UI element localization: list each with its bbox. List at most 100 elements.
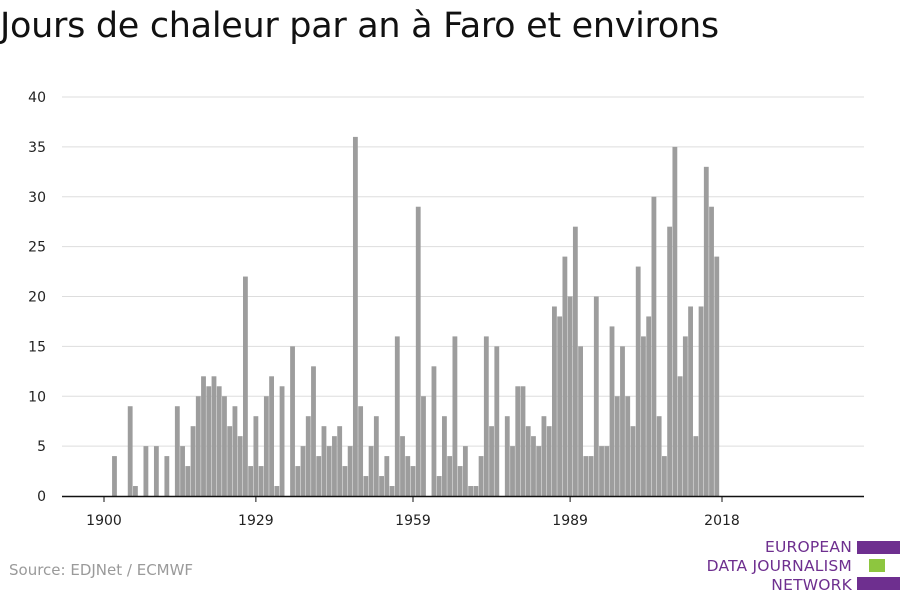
bar (253, 416, 259, 496)
logo-line-network: NETWORK (771, 576, 852, 594)
bar (672, 146, 678, 496)
bar (326, 446, 332, 496)
bar (483, 336, 489, 496)
y-tick-label: 30 (28, 190, 46, 206)
bar (263, 396, 269, 496)
bar (180, 446, 185, 496)
bar (206, 386, 212, 496)
bar (415, 206, 421, 496)
bar (237, 436, 243, 496)
bar (295, 466, 301, 496)
bar (546, 426, 552, 496)
bar (714, 256, 720, 496)
bar (216, 386, 222, 496)
bar (311, 366, 316, 496)
bar (316, 456, 322, 496)
bar (384, 456, 390, 496)
bar (248, 466, 254, 496)
bar (557, 316, 563, 496)
bar (646, 316, 652, 496)
bar (468, 486, 474, 496)
bar (305, 416, 311, 496)
bar (431, 366, 437, 496)
bar (300, 446, 306, 496)
logo-line-data-journalism: DATA JOURNALISM (706, 557, 852, 575)
bar (368, 446, 374, 496)
bar (489, 426, 494, 496)
logo-line-european: EUROPEAN (764, 538, 852, 556)
bar (337, 426, 343, 496)
bar (462, 446, 468, 496)
bar (342, 466, 348, 496)
y-axis-ticks: 0 5 10 15 20 25 30 35 40 (28, 90, 46, 505)
x-tick-label: 1989 (552, 513, 588, 529)
bar (352, 136, 358, 496)
bar (164, 456, 170, 496)
bar (651, 196, 657, 496)
bar (620, 346, 625, 496)
bar (593, 296, 599, 496)
x-tick-label: 1929 (238, 513, 274, 529)
logo-bar-bottom (857, 577, 900, 590)
bar (641, 336, 646, 496)
bar (578, 346, 584, 496)
y-tick-label: 25 (28, 240, 46, 256)
bar (211, 376, 217, 496)
bar (195, 396, 201, 496)
bar (258, 466, 264, 496)
bar (667, 226, 673, 497)
bar (452, 336, 458, 496)
bar (421, 396, 426, 496)
bar (127, 406, 133, 496)
bar (143, 446, 149, 496)
bar (447, 456, 453, 496)
bars (112, 136, 720, 497)
bar (436, 476, 442, 496)
bar (358, 406, 364, 496)
bar (572, 226, 578, 497)
bar (709, 206, 714, 496)
bar (190, 426, 196, 496)
bar (525, 426, 531, 496)
y-tick-label: 35 (28, 140, 46, 156)
bar (609, 326, 615, 496)
bar (473, 486, 479, 496)
edjnet-logo: EUROPEAN DATA JOURNALISM NETWORK (700, 537, 900, 597)
bar (515, 386, 521, 496)
bar (227, 426, 233, 496)
bar (604, 446, 610, 496)
x-tick-label: 2018 (704, 513, 740, 529)
bar (347, 446, 353, 496)
bar (599, 446, 604, 496)
y-tick-label: 20 (28, 290, 46, 306)
bar (551, 306, 557, 496)
logo-bar-top (857, 541, 900, 554)
bar (536, 446, 542, 496)
y-tick-label: 15 (28, 339, 46, 355)
bar (630, 426, 636, 496)
bar (269, 376, 275, 496)
bar (625, 396, 631, 496)
bar (583, 456, 589, 496)
bar (332, 436, 337, 496)
bar (274, 486, 280, 496)
bar (531, 436, 536, 496)
bar (242, 276, 248, 496)
bar (661, 456, 667, 496)
bar (656, 416, 662, 496)
bar (405, 456, 411, 496)
bar (457, 466, 463, 496)
bar (410, 466, 416, 496)
bar (394, 336, 400, 496)
source-credit: Source: EDJNet / ECMWF (9, 561, 194, 579)
bar (379, 476, 384, 496)
logo-bar-middle (869, 559, 885, 572)
bar (677, 376, 683, 496)
bar (279, 386, 285, 496)
gridlines (62, 96, 864, 447)
bar (504, 416, 510, 496)
bar (541, 416, 547, 496)
bar (682, 336, 688, 496)
bar (232, 406, 238, 496)
chart-title: Jours de chaleur par an à Faro et enviro… (0, 6, 719, 46)
